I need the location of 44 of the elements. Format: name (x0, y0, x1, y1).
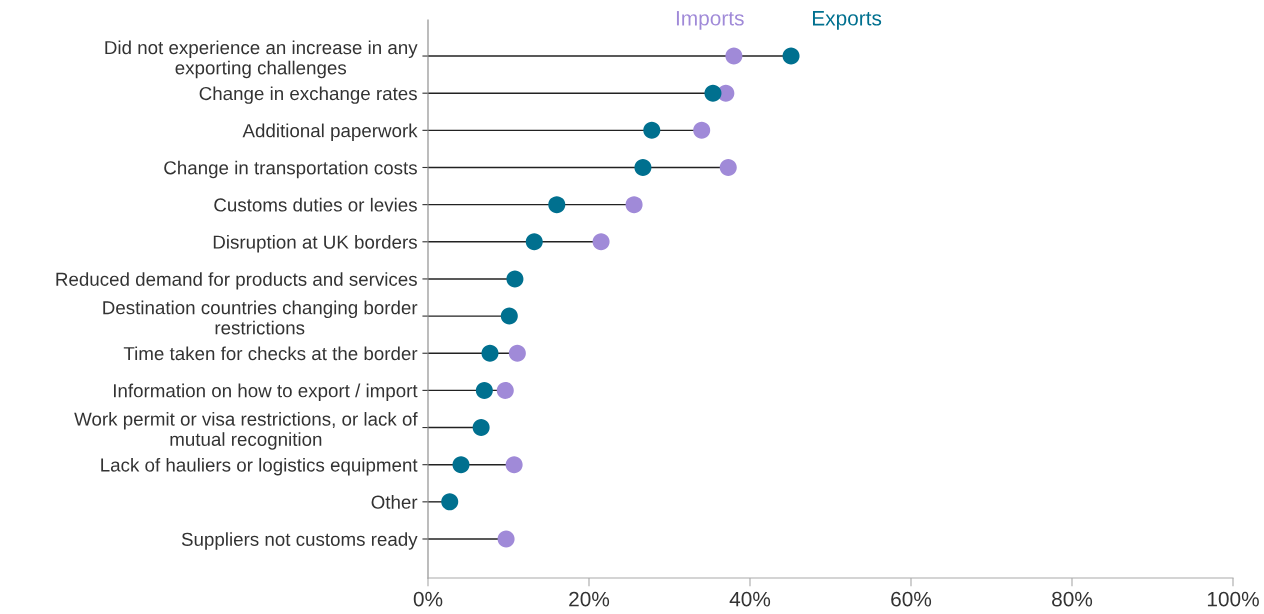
point (497, 530, 515, 548)
y-tick-label: Other (371, 495, 418, 509)
point (782, 47, 800, 65)
point (506, 270, 524, 288)
point (508, 344, 526, 362)
point (452, 456, 470, 474)
x-tick-label: 80% (1052, 591, 1093, 607)
x-tick-label: 100% (1207, 591, 1259, 607)
point (592, 233, 610, 251)
y-tick-label: Lack of hauliers or logistics equipment (101, 457, 418, 476)
y-tick-label: Time taken for checks at the border (123, 346, 418, 361)
point (634, 158, 652, 176)
y-tick-label: Additional paperwork (242, 123, 418, 142)
y-tick-label: Work permit or visa restrictions, or lack of mutual recognition (74, 412, 418, 450)
y-tick-label: Suppliers not customs ready (181, 532, 418, 550)
point (475, 381, 493, 399)
point (496, 381, 514, 399)
y-tick-label: Disruption at UK borders (213, 234, 417, 253)
point (441, 493, 459, 511)
point (625, 196, 643, 214)
point (500, 307, 518, 325)
series-label: Imports (676, 11, 744, 30)
x-tick-label: 40% (729, 591, 771, 607)
point (725, 47, 743, 65)
y-tick-label: Change in transportation costs (164, 160, 417, 179)
point (505, 456, 523, 474)
y-tick-label: Change in exchange rates (199, 86, 417, 104)
y-tick-label: Did not experience an increase in any exporting challenges (105, 40, 418, 79)
x-tick-label: 60% (891, 591, 932, 607)
y-tick-label: Destination countries changing border restrictions (103, 300, 418, 335)
point (472, 419, 490, 437)
point (548, 196, 566, 214)
series-label: Exports (813, 11, 882, 30)
y-tick-label: Reduced demand for products and services (56, 272, 417, 290)
point (704, 84, 722, 102)
point (525, 233, 543, 251)
x-tick-label: 0% (413, 591, 443, 607)
y-tick-label: Customs duties or levies (214, 197, 417, 212)
x-tick-label: 20% (569, 591, 610, 607)
point (693, 121, 711, 139)
point (481, 344, 499, 362)
point (643, 121, 661, 139)
point (719, 158, 737, 176)
y-tick-label: Information on how to export / import (113, 383, 418, 402)
